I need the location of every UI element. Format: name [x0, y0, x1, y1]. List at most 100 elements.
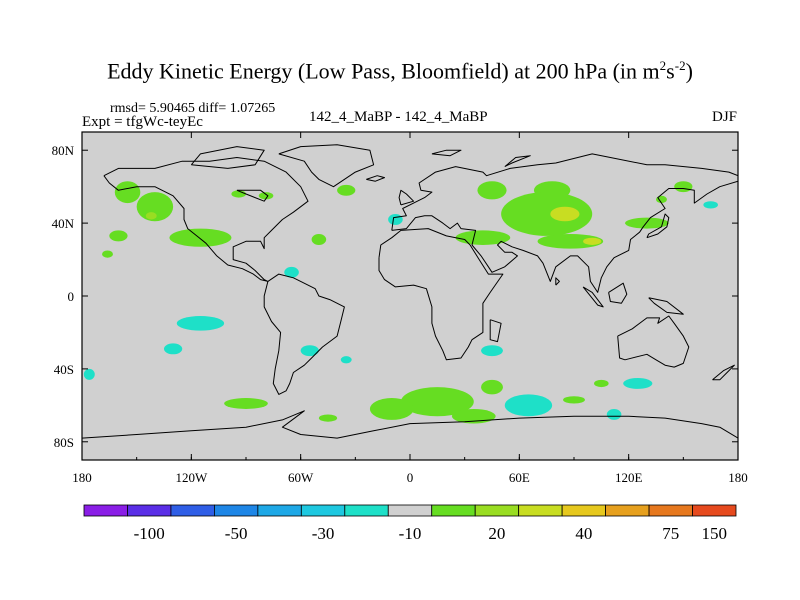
region-far-east-b [656, 195, 667, 204]
coastline-north-america [103, 157, 309, 282]
region-s-ocean-green-c [481, 379, 503, 395]
coastline-britain [398, 189, 415, 206]
region-mexico-neg [284, 266, 299, 278]
coastline-svalbard [431, 149, 462, 157]
x-tick-label-2: 60W [288, 470, 314, 485]
region-s-ocean-neg-a [504, 394, 553, 417]
coastlines [82, 144, 738, 439]
region-n-america-b [258, 192, 274, 200]
coastline-novaya-zemlya [504, 155, 531, 168]
region-mediterranean [455, 230, 511, 245]
coastline-eurasia [391, 153, 738, 293]
colorbar-label-4: 20 [488, 524, 505, 543]
axes: 180 120W 60W 0 60E 120E 180 80N 40N 0 40S 80S [52, 132, 748, 485]
colorbar: -100 -50 -30 -10 20 40 75 150 [83, 504, 737, 543]
colorbar-box-3 [213, 504, 259, 517]
colorbar-box-11 [561, 504, 607, 517]
comparison-label: 142_4_MaBP - 142_4_MaBP [309, 109, 488, 125]
y-tick-label-2: 0 [68, 289, 75, 304]
region-greenland-a [337, 184, 356, 196]
coastline-madagascar [489, 319, 502, 343]
x-tick-label-6: 180 [728, 470, 748, 485]
colorbar-box-0 [83, 504, 128, 517]
colorbar-box-9 [474, 504, 520, 517]
region-s-america-neg [83, 368, 95, 380]
region-s-ocean-green-e [563, 396, 585, 404]
colorbar-label-2: -30 [312, 524, 335, 543]
coastline-greenland [278, 144, 375, 188]
season-label: DJF [712, 109, 738, 125]
colorbar-box-6 [344, 504, 389, 517]
coastline-africa [378, 228, 504, 361]
coastline-sri-lanka [555, 277, 560, 286]
region-central-asia [501, 192, 593, 236]
colorbar-label-6: 75 [662, 524, 679, 543]
colorbar-box-2 [170, 504, 215, 517]
region-s-pacific-green-b [318, 414, 338, 422]
y-tick-label-3: 40S [54, 362, 74, 377]
region-central-asia-core [550, 206, 580, 222]
x-tick-label-3: 0 [407, 470, 414, 485]
rmsd-diff-label: rmsd= 5.90465 diff= 1.07265 [110, 101, 276, 116]
x-tick-label-0: 180 [72, 470, 92, 485]
region-n-atlantic-neg [388, 214, 403, 225]
region-e-asia-jet [625, 217, 669, 229]
region-s-ocean-neg-c [606, 408, 622, 420]
chart-title: Eddy Kinetic Energy (Low Pass, Bloomfiel… [107, 58, 693, 84]
colorbar-box-4 [257, 504, 302, 517]
region-n-pacific-west [114, 181, 141, 204]
x-tick-label-4: 60E [509, 470, 530, 485]
coastline-iceland [366, 175, 385, 182]
colorbar-box-10 [518, 504, 563, 517]
region-s-ocean-green-d [594, 379, 609, 388]
coastline-canadian-arctic [190, 146, 265, 169]
coastline-new-guinea [648, 297, 684, 315]
y-tick-label-1: 40N [52, 216, 75, 231]
colorbar-box-14 [692, 504, 737, 517]
coastline-new-zealand [712, 364, 735, 381]
coastline-antarctica [82, 410, 738, 439]
colorbar-label-3: -10 [399, 524, 422, 543]
region-s-indian-neg [481, 345, 503, 357]
region-pacific-eq-neg [164, 343, 183, 355]
region-n-pacific-b [169, 228, 232, 247]
region-n-pacific-a [136, 192, 174, 222]
colorbar-box-5 [300, 504, 346, 517]
coastline-japan [646, 213, 670, 239]
region-se-pacific-neg-b [340, 356, 352, 364]
region-n-pacific-d [102, 250, 113, 258]
colorbar-box-8 [431, 504, 476, 517]
region-n-pacific-c [109, 230, 128, 242]
y-tick-label-4: 80S [54, 435, 74, 450]
colorbar-label-7: 150 [702, 524, 728, 543]
region-tibet-core [583, 237, 602, 245]
region-nw-pacific-neg [703, 201, 718, 209]
y-tick-label-0: 80N [52, 143, 75, 158]
colorbar-box-1 [127, 504, 172, 517]
region-tibet [537, 234, 604, 249]
region-se-pacific-neg-a [300, 345, 319, 357]
coastline-south-america [263, 273, 345, 395]
region-s-ocean-neg-b [623, 378, 653, 389]
region-n-atlantic-a [311, 234, 327, 245]
contour-regions [83, 181, 718, 424]
coastline-australia [617, 315, 690, 368]
region-e-pacific-neg [176, 316, 225, 331]
region-n-pacific-core [145, 212, 157, 220]
colorbar-box-12 [605, 504, 650, 517]
colorbar-label-1: -50 [225, 524, 248, 543]
coastline-hudson-bay [236, 189, 269, 202]
region-siberia-a [477, 181, 507, 200]
colorbar-label-5: 40 [575, 524, 592, 543]
experiment-label: Expt = tfgWc-teyEc [82, 114, 203, 130]
coastline-borneo [608, 282, 628, 304]
colorbar-label-0: -100 [134, 524, 165, 543]
coastline-sumatra [582, 286, 604, 308]
x-tick-label-5: 120E [615, 470, 643, 485]
colorbar-box-13 [648, 504, 693, 517]
region-antarctic-green [369, 398, 414, 420]
colorbar-box-7 [387, 504, 433, 517]
region-s-atlantic-green [400, 387, 474, 417]
region-s-pacific-green [224, 398, 268, 409]
region-far-east-a [674, 181, 693, 193]
